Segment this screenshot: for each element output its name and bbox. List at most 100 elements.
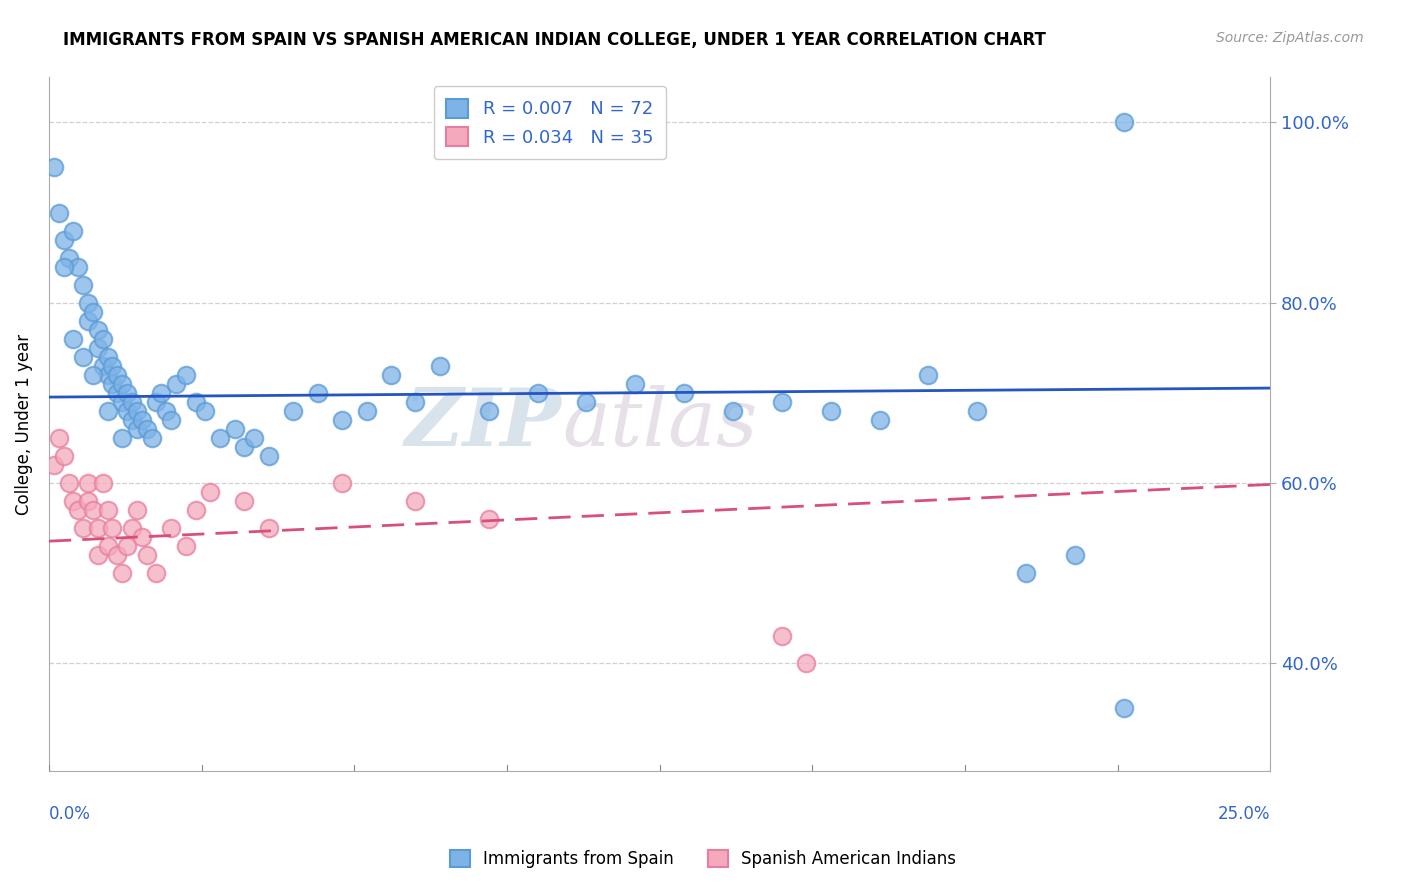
Point xyxy=(121,412,143,426)
Point xyxy=(224,421,246,435)
Point xyxy=(194,403,217,417)
Point xyxy=(97,350,120,364)
Point xyxy=(82,368,104,382)
Point xyxy=(105,548,128,562)
Point xyxy=(77,475,100,490)
Point xyxy=(111,394,134,409)
Point xyxy=(58,251,80,265)
Point xyxy=(82,304,104,318)
Point xyxy=(478,511,501,525)
Text: atlas: atlas xyxy=(562,385,758,463)
Point xyxy=(48,431,70,445)
Point xyxy=(257,449,280,463)
Point xyxy=(966,403,988,417)
Point xyxy=(184,502,207,516)
Point xyxy=(91,359,114,373)
Point xyxy=(233,493,256,508)
Point xyxy=(101,359,124,373)
Point xyxy=(82,502,104,516)
Point xyxy=(135,421,157,435)
Point xyxy=(869,412,891,426)
Text: 25.0%: 25.0% xyxy=(1218,805,1271,823)
Point xyxy=(125,502,148,516)
Point xyxy=(97,539,120,553)
Point xyxy=(330,412,353,426)
Point xyxy=(52,233,75,247)
Point xyxy=(1112,700,1135,714)
Point xyxy=(101,521,124,535)
Point xyxy=(356,403,378,417)
Point xyxy=(404,493,426,508)
Point xyxy=(141,431,163,445)
Point xyxy=(243,431,266,445)
Point xyxy=(575,394,598,409)
Point xyxy=(97,403,120,417)
Point xyxy=(58,475,80,490)
Point xyxy=(380,368,402,382)
Point xyxy=(184,394,207,409)
Point xyxy=(478,403,501,417)
Point xyxy=(770,394,793,409)
Text: Source: ZipAtlas.com: Source: ZipAtlas.com xyxy=(1216,31,1364,45)
Point xyxy=(121,521,143,535)
Point xyxy=(165,376,187,391)
Point xyxy=(111,566,134,580)
Point xyxy=(174,368,197,382)
Text: 0.0%: 0.0% xyxy=(49,805,91,823)
Point xyxy=(111,376,134,391)
Point xyxy=(91,475,114,490)
Point xyxy=(87,322,110,336)
Point xyxy=(624,376,647,391)
Point xyxy=(87,548,110,562)
Point xyxy=(42,458,65,472)
Point xyxy=(111,431,134,445)
Point xyxy=(101,376,124,391)
Point xyxy=(115,539,138,553)
Point xyxy=(917,368,939,382)
Point xyxy=(1015,566,1038,580)
Point xyxy=(174,539,197,553)
Point xyxy=(131,530,153,544)
Point xyxy=(105,368,128,382)
Point xyxy=(673,385,696,400)
Point xyxy=(160,412,183,426)
Point xyxy=(77,313,100,327)
Point xyxy=(429,359,451,373)
Point xyxy=(105,385,128,400)
Point xyxy=(67,502,90,516)
Point xyxy=(97,502,120,516)
Point xyxy=(77,493,100,508)
Point xyxy=(155,403,177,417)
Point xyxy=(87,521,110,535)
Point xyxy=(62,493,84,508)
Text: IMMIGRANTS FROM SPAIN VS SPANISH AMERICAN INDIAN COLLEGE, UNDER 1 YEAR CORRELATI: IMMIGRANTS FROM SPAIN VS SPANISH AMERICA… xyxy=(63,31,1046,49)
Point xyxy=(52,260,75,274)
Point xyxy=(77,295,100,310)
Point xyxy=(160,521,183,535)
Point xyxy=(721,403,744,417)
Point xyxy=(125,403,148,417)
Point xyxy=(72,521,94,535)
Point xyxy=(208,431,231,445)
Point xyxy=(97,368,120,382)
Point xyxy=(121,394,143,409)
Point xyxy=(91,332,114,346)
Point xyxy=(1112,115,1135,129)
Point xyxy=(62,223,84,237)
Point xyxy=(820,403,842,417)
Point xyxy=(72,277,94,292)
Point xyxy=(115,385,138,400)
Point xyxy=(770,629,793,643)
Point xyxy=(87,341,110,355)
Legend: Immigrants from Spain, Spanish American Indians: Immigrants from Spain, Spanish American … xyxy=(443,843,963,875)
Point xyxy=(283,403,305,417)
Point xyxy=(42,161,65,175)
Point xyxy=(330,475,353,490)
Legend: R = 0.007   N = 72, R = 0.034   N = 35: R = 0.007 N = 72, R = 0.034 N = 35 xyxy=(434,87,665,160)
Point xyxy=(145,394,167,409)
Point xyxy=(115,403,138,417)
Point xyxy=(72,350,94,364)
Point xyxy=(145,566,167,580)
Point xyxy=(67,260,90,274)
Point xyxy=(150,385,173,400)
